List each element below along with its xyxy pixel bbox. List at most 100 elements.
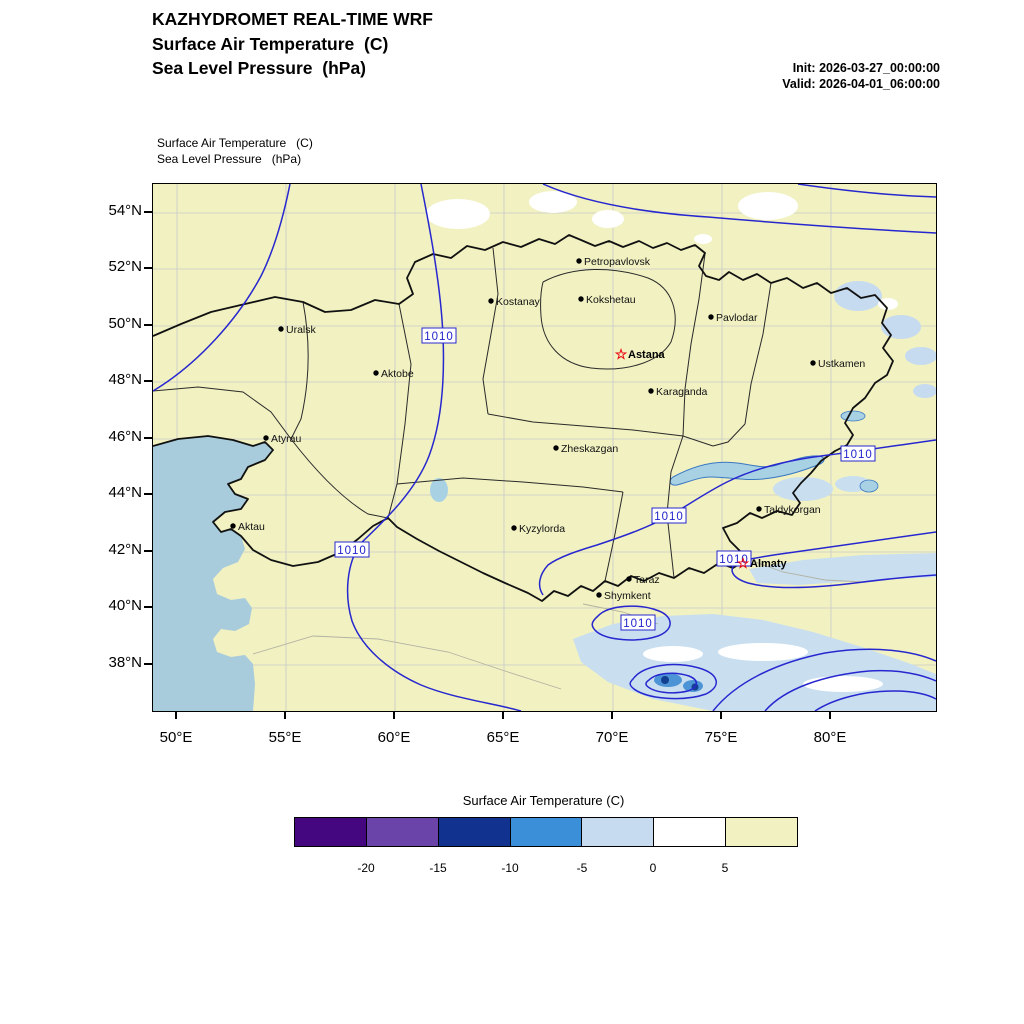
capital-markers: ☆ Astana ☆ Almaty	[615, 346, 788, 571]
y-axis-label: 38°N	[108, 654, 142, 671]
lake-zaysan	[840, 410, 866, 422]
colorbar-tick-label: 5	[721, 861, 729, 875]
colorbar-tick-label: -15	[429, 861, 447, 875]
city-marker: Zheskazgan	[553, 443, 618, 455]
x-axis-label: 60°E	[377, 729, 411, 746]
city-label: Kyzylorda	[519, 523, 565, 535]
city-dot-icon	[488, 298, 494, 304]
x-axis-label: 80°E	[813, 729, 847, 746]
city-dot-icon	[373, 370, 379, 376]
axis-tick	[144, 663, 152, 665]
y-axis-label: 48°N	[108, 371, 142, 388]
city-dot-icon	[576, 258, 582, 264]
colorbar-tick-label: -5	[576, 861, 588, 875]
init-timestamp: Init: 2026-03-27_00:00:00	[792, 61, 940, 75]
city-dot-icon	[756, 506, 762, 512]
colorbar-cell	[726, 818, 798, 846]
pressure-label-text: 1010	[719, 554, 749, 566]
city-label: Taldykorgan	[764, 504, 821, 516]
city-marker: Aktobe	[373, 368, 414, 380]
city-dot-icon	[263, 435, 269, 441]
city-marker: Uralsk	[278, 324, 317, 336]
colorbar-tick-label: 0	[649, 861, 657, 875]
city-dot-icon	[553, 445, 559, 451]
axis-tick	[284, 711, 286, 719]
city-marker: Atyrau	[263, 433, 302, 445]
city-dot-icon	[810, 360, 816, 366]
country-border	[153, 234, 894, 602]
x-axis-label: 70°E	[595, 729, 629, 746]
city-label: Aktobe	[381, 368, 414, 380]
capital-marker: ☆ Astana	[615, 346, 666, 362]
lake-alakol	[859, 479, 879, 493]
y-axis-label: 50°N	[108, 315, 142, 332]
y-axis-label: 52°N	[108, 258, 142, 275]
axis-tick	[175, 711, 177, 719]
city-marker: Taraz	[626, 574, 660, 586]
pressure-label: 1010	[334, 541, 370, 558]
aral-sea	[430, 478, 448, 502]
city-dot-icon	[708, 314, 714, 320]
colorbar-tick-label: -10	[501, 861, 519, 875]
y-axis-label: 44°N	[108, 484, 142, 501]
city-label: Pavlodar	[716, 312, 758, 324]
axis-tick	[144, 606, 152, 608]
capital-label: Astana	[628, 349, 666, 361]
city-marker: Kokshetau	[578, 294, 636, 306]
x-axis-label: 55°E	[268, 729, 302, 746]
city-marker: Shymkent	[596, 590, 651, 602]
axis-tick	[144, 550, 152, 552]
city-dot-icon	[648, 388, 654, 394]
map-subtitle-block: Surface Air Temperature (C) Sea Level Pr…	[157, 136, 313, 167]
city-label: Karaganda	[656, 386, 708, 398]
city-label: Atyrau	[271, 433, 302, 445]
city-label: Taraz	[634, 574, 660, 586]
pressure-label-group: 1010 1010 1010 1010 1010	[334, 327, 876, 631]
city-markers: Petropavlovsk Kostanay Kokshetau Pavloda…	[230, 256, 865, 602]
colorbar-cell	[438, 818, 511, 846]
pressure-label: 1010	[716, 550, 752, 567]
x-axis-label: 75°E	[704, 729, 738, 746]
colorbar-cell	[295, 818, 367, 846]
city-label: Shymkent	[604, 590, 651, 602]
pressure-label-text: 1010	[843, 449, 873, 461]
pressure-label: 1010	[620, 614, 656, 631]
axis-tick	[144, 211, 152, 213]
axis-tick	[611, 711, 613, 719]
city-marker: Aktau	[230, 521, 265, 533]
city-dot-icon	[278, 326, 284, 332]
y-axis-label: 42°N	[108, 541, 142, 558]
header-title-block: KAZHYDROMET REAL-TIME WRF Surface Air Te…	[152, 7, 433, 81]
city-dot-icon	[511, 525, 517, 531]
pressure-label: 1010	[840, 445, 876, 462]
title-pressure: Sea Level Pressure (hPa)	[152, 58, 366, 78]
axis-tick	[720, 711, 722, 719]
colorbar-cell	[366, 818, 439, 846]
pressure-label: 1010	[421, 327, 457, 344]
axis-tick	[144, 324, 152, 326]
colorbar	[294, 817, 798, 847]
capital-marker: ☆ Almaty	[737, 555, 788, 571]
pressure-label-text: 1010	[623, 618, 653, 630]
y-axis-label: 54°N	[108, 202, 142, 219]
colorbar-cell	[654, 818, 727, 846]
map-svg: 1010 1010 1010 1010 1010	[153, 184, 936, 711]
capital-label: Almaty	[750, 558, 788, 570]
title-temperature: Surface Air Temperature (C)	[152, 33, 389, 54]
axis-tick	[829, 711, 831, 719]
colorbar-cell	[582, 818, 655, 846]
city-dot-icon	[596, 592, 602, 598]
pressure-label-text: 1010	[337, 545, 367, 557]
city-dot-icon	[230, 523, 236, 529]
weather-map: 1010 1010 1010 1010 1010	[152, 183, 937, 712]
city-label: Zheskazgan	[561, 443, 618, 455]
axis-tick	[502, 711, 504, 719]
city-label: Kostanay	[496, 296, 541, 308]
city-marker: Kostanay	[488, 296, 541, 308]
city-label: Uralsk	[286, 324, 317, 336]
y-axis-label: 46°N	[108, 428, 142, 445]
pressure-label: 1010	[651, 507, 687, 524]
axis-tick	[144, 437, 152, 439]
x-axis-label: 65°E	[486, 729, 520, 746]
